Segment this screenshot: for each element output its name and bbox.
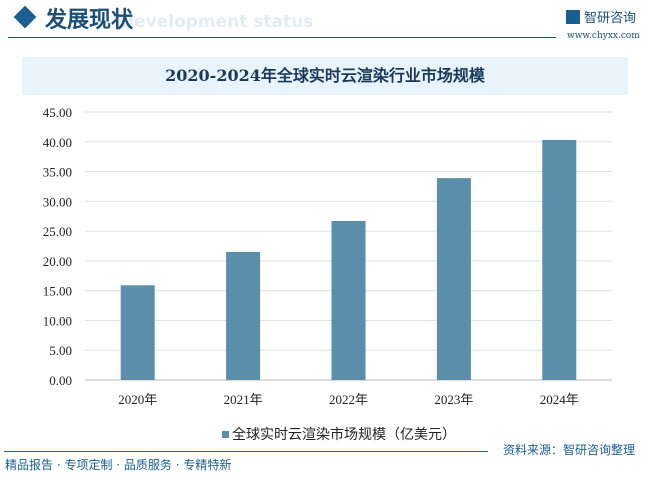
bar [226, 251, 261, 380]
y-tick-label: 30.00 [43, 194, 72, 209]
y-tick-label: 40.00 [43, 135, 72, 150]
legend-swatch [222, 430, 229, 438]
y-tick-label: 15.00 [43, 284, 72, 299]
footer-slogan: 精品报告 · 专项定制 · 品质服务 · 专精特新 [5, 458, 232, 472]
brand-logo: 智研咨询 [566, 7, 636, 26]
x-tick-label: 2020年 [118, 392, 157, 407]
bar [542, 139, 577, 380]
y-tick-label: 25.00 [43, 224, 72, 239]
source-note: 资料来源：智研咨询整理 [503, 443, 636, 457]
logo-mark-icon [566, 9, 580, 24]
footer-divider [4, 451, 488, 452]
chart-title: 2020-2024年全球实时云渲染行业市场规模 [22, 57, 628, 95]
y-tick-label: 35.00 [43, 165, 72, 180]
bar [331, 220, 366, 380]
section-title: 发展现状 [45, 7, 134, 33]
bar [120, 285, 155, 380]
x-tick-label: 2022年 [329, 392, 368, 407]
header-divider [8, 37, 556, 38]
x-tick-label: 2024年 [540, 392, 579, 407]
x-tick-label: 2021年 [224, 392, 263, 407]
logo-url: www.chyxx.com [567, 31, 640, 41]
legend-label: 全球实时云渲染市场规模（亿美元） [232, 427, 456, 443]
logo-text: 智研咨询 [584, 11, 637, 26]
legend: 全球实时云渲染市场规模（亿美元） [222, 424, 456, 444]
y-tick-label: 45.00 [43, 105, 72, 120]
y-tick-label: 5.00 [49, 343, 72, 358]
x-tick-label: 2023年 [434, 392, 473, 407]
y-tick-label: 10.00 [43, 313, 72, 328]
y-tick-label: 20.00 [43, 254, 72, 269]
y-tick-label: 0.00 [49, 373, 72, 388]
bar [436, 178, 471, 380]
